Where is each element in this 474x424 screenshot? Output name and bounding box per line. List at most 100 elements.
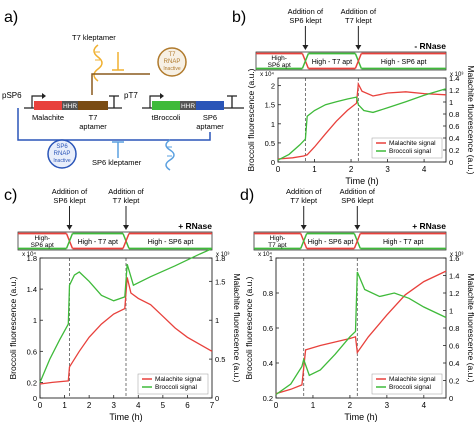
event-0-line1: Addition of <box>288 7 324 16</box>
panel-a-label: a) <box>4 9 18 26</box>
event-1-arrowhead <box>354 225 361 230</box>
x-tick-label: 1 <box>62 401 67 410</box>
series-line-0 <box>275 270 447 395</box>
x-tick-label: 1 <box>311 401 316 410</box>
event-1-line2: T7 klept <box>113 196 141 205</box>
series-line-0 <box>39 277 213 385</box>
legend-label-0: Malachite signal <box>389 140 436 147</box>
sp6-binding-arrow <box>17 108 211 141</box>
y-exponent: x 10⁴ <box>258 251 272 258</box>
y2-tick-label: 0.4 <box>449 359 459 368</box>
y2-tick-label: 0.4 <box>449 134 459 143</box>
rnase-label: + RNase <box>412 221 446 231</box>
series-line-0 <box>277 81 447 160</box>
y-axis-label: Broccoli fluorescence (a.u.) <box>244 276 254 379</box>
y2-tick-label: 0 <box>449 394 453 403</box>
promoter-right-label: pT7 <box>124 91 138 100</box>
phase-banner <box>17 231 213 251</box>
t7-rnap-line3: Inactive <box>163 66 180 72</box>
phase-cross-b <box>65 233 74 249</box>
y2-exponent: x 10³ <box>450 252 463 258</box>
y-tick-label: 0.2 <box>27 378 37 387</box>
t7-rnap-line1: T7 <box>168 52 176 58</box>
y-tick-label: 1 <box>269 254 273 263</box>
y2-tick-label: 1.5 <box>215 277 225 286</box>
y2-axis-label: Malachite fluorescence (a.u.) <box>232 273 242 382</box>
y2-tick-label: 0.2 <box>449 377 459 386</box>
y2-tick-label: 1.2 <box>449 289 459 298</box>
plot-frame <box>277 77 447 163</box>
sp6-kleptamer-label: SP6 kleptamer <box>92 158 142 167</box>
legend-label-0: Malachite signal <box>155 376 202 383</box>
hhr-left-block <box>62 101 78 110</box>
y-tick-label: 2 <box>271 82 275 91</box>
event-0-line2: SP6 klept <box>53 196 86 205</box>
legend-label-0: Malachite signal <box>389 376 436 383</box>
t7-aptamer-line1: T7 <box>89 113 98 122</box>
y-exponent: x 10⁴ <box>22 251 36 258</box>
t7-aptamer-line2: aptamer <box>79 122 107 131</box>
x-tick-label: 1 <box>312 165 317 174</box>
phase-0-label-line1: High- <box>34 235 50 242</box>
x-tick-label: 0 <box>38 401 43 410</box>
sp6-rnap-line3: Inactive <box>53 158 70 164</box>
phase-2-label: High - T7 apt <box>383 239 423 246</box>
y2-tick-label: 0 <box>449 158 453 167</box>
phase-cross-b <box>353 233 362 249</box>
t7-binding-arrow <box>91 73 150 95</box>
x-tick-label: 0 <box>274 401 279 410</box>
panel-d-label: d) <box>240 187 254 204</box>
x-tick-label: 4 <box>422 165 427 174</box>
phase-1-label: High - T7 apt <box>78 239 118 246</box>
x-tick-label: 3 <box>111 401 116 410</box>
y2-tick-label: 1 <box>449 98 453 107</box>
x-axis-label: Time (h) <box>345 176 378 186</box>
phase-cross-b <box>122 233 130 249</box>
x-tick-label: 5 <box>161 401 166 410</box>
series-line-1 <box>275 271 447 396</box>
sp6-rnap-inactive-icon: SP6 RNAP Inactive <box>47 139 77 169</box>
y-tick-label: 1 <box>33 316 37 325</box>
x-tick-label: 2 <box>349 165 354 174</box>
x-tick-label: 4 <box>422 401 427 410</box>
phase-0-label-line2: SP6 apt <box>31 242 54 249</box>
y-tick-label: 1.5 <box>265 101 275 110</box>
y2-axis-label: Malachite fluorescence (a.u.) <box>466 273 474 382</box>
hhr-right-block <box>180 101 196 110</box>
y2-tick-label: 0.5 <box>215 355 225 364</box>
event-1-arrowhead <box>355 45 362 50</box>
panel-b-label: b) <box>232 9 246 26</box>
x-tick-label: 7 <box>210 401 215 410</box>
legend-label-1: Broccoli signal <box>389 148 431 155</box>
event-1-line2: T7 klept <box>345 16 373 25</box>
y-tick-label: 0.4 <box>263 359 273 368</box>
sp6-kleptamer-icon <box>165 139 175 171</box>
y2-tick-label: 1.4 <box>449 74 459 83</box>
x-axis-label: Time (h) <box>109 412 142 422</box>
panel-a-schematic: a) T7 kleptamer T7 RNAP Inactive pSP6 HH… <box>2 9 244 171</box>
rnase-label: - RNase <box>414 41 446 51</box>
panel-c-label: c) <box>4 187 17 204</box>
x-tick-label: 6 <box>185 401 190 410</box>
phase-1-label: High - T7 apt <box>312 59 352 66</box>
x-tick-label: 2 <box>87 401 92 410</box>
series-line-1 <box>39 248 213 383</box>
event-1-line1: Addition of <box>108 187 144 196</box>
y2-tick-label: 1 <box>449 307 453 316</box>
x-tick-label: 4 <box>136 401 141 410</box>
rnase-label: + RNase <box>178 221 212 231</box>
tbroccoli-label: tBroccoli <box>152 113 181 122</box>
sp6-rnap-line1: SP6 <box>56 144 68 150</box>
y2-tick-label: 1.4 <box>449 272 459 281</box>
phase-2-label: High - SP6 apt <box>381 59 427 66</box>
legend-label-1: Broccoli signal <box>389 384 431 391</box>
sp6-aptamer-line1: SP6 <box>203 113 217 122</box>
y2-tick-label: 1.6 <box>449 254 459 263</box>
x-tick-label: 2 <box>348 401 353 410</box>
promoter-left-label: pSP6 <box>2 91 22 100</box>
y2-exponent: x 10³ <box>216 252 229 258</box>
y-exponent: x 10⁴ <box>260 71 274 78</box>
series-line-1 <box>277 88 447 161</box>
